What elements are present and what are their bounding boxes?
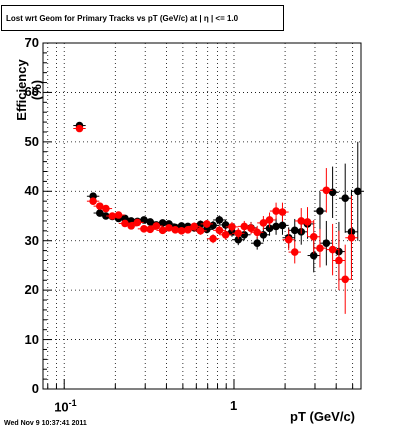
data-point	[209, 234, 217, 243]
data-point	[347, 233, 356, 242]
x-tick-label: 1	[229, 398, 238, 413]
data-point	[335, 256, 343, 265]
data-point	[240, 222, 249, 231]
y-tick-label: 40	[24, 183, 39, 199]
data-point	[328, 245, 337, 254]
data-point	[146, 225, 154, 234]
data-point	[177, 227, 186, 235]
data-point	[140, 225, 148, 233]
data-point	[272, 207, 280, 215]
data-point	[171, 226, 180, 234]
data-point	[353, 187, 362, 196]
x-axis-label: pT (GeV/c)	[290, 409, 356, 424]
data-point	[127, 222, 135, 230]
data-point	[184, 226, 192, 234]
data-point	[95, 202, 104, 210]
data-point	[278, 208, 287, 216]
data-point	[341, 194, 350, 203]
data-point	[95, 209, 104, 217]
data-point	[316, 244, 324, 252]
data-point	[158, 219, 167, 227]
data-point	[190, 222, 198, 231]
data-point	[259, 230, 268, 239]
data-point	[215, 226, 224, 235]
y-tick-label: 30	[24, 232, 39, 248]
data-point	[309, 232, 318, 241]
data-point	[316, 207, 324, 215]
y-tick-label: 50	[24, 133, 39, 149]
data-point	[102, 204, 110, 213]
data-point	[196, 227, 205, 235]
data-point	[121, 219, 129, 228]
data-point	[290, 226, 299, 235]
data-point	[253, 228, 261, 237]
timestamp: Wed Nov 9 10:37:41 2011	[4, 420, 87, 427]
data-point	[102, 212, 110, 220]
data-point	[284, 235, 293, 244]
data-point	[89, 197, 97, 205]
data-point	[303, 218, 312, 226]
data-point	[234, 229, 243, 238]
data-point	[341, 275, 350, 284]
data-point	[290, 248, 299, 256]
data-point	[133, 218, 142, 227]
data-point	[146, 218, 154, 226]
data-point	[215, 216, 224, 224]
y-tick-label: 70	[24, 35, 39, 50]
data-point	[272, 222, 280, 231]
data-point	[322, 239, 331, 247]
data-point	[221, 230, 230, 239]
data-point	[253, 239, 261, 247]
plot-frame	[42, 42, 362, 390]
x-tick-label: 10-1	[54, 398, 77, 415]
data-point	[228, 223, 236, 231]
y-tick-label: 10	[24, 331, 39, 347]
data-point	[297, 217, 306, 225]
data-point	[265, 216, 274, 224]
data-point	[108, 212, 117, 220]
data-point	[278, 221, 287, 230]
data-point	[259, 219, 268, 227]
data-point	[75, 124, 84, 133]
y-tick-label: 60	[24, 84, 39, 100]
data-point	[322, 186, 331, 195]
data-point	[158, 226, 167, 235]
data-point	[203, 220, 211, 228]
y-tick-label: 0	[31, 381, 39, 396]
data-point	[114, 211, 123, 219]
chart-title: Lost wrt Geom for Primary Tracks vs pT (…	[1, 5, 284, 31]
data-point	[234, 235, 243, 244]
y-tick-label: 20	[24, 282, 39, 298]
data-point	[247, 224, 255, 233]
data-point	[152, 222, 161, 230]
data-point	[309, 251, 318, 260]
